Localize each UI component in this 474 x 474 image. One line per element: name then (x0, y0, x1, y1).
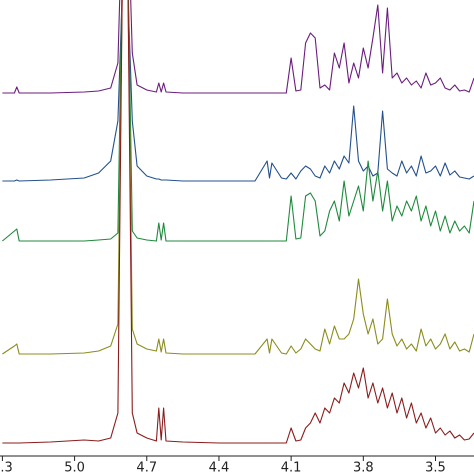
x-tick-label: 5.3 (0, 461, 13, 474)
x-tick-label: 4.1 (281, 461, 302, 474)
x-tick-label: 3.8 (353, 461, 374, 474)
spectrum-trace (2, 0, 474, 355)
x-tick-label: 4.4 (209, 461, 230, 474)
x-tick-label: 5.0 (64, 461, 85, 474)
x-tick-label: 3.5 (425, 461, 446, 474)
x-tick-label: 4.7 (136, 461, 157, 474)
spectrum-trace (2, 0, 474, 182)
spectrum-trace (2, 0, 474, 242)
traces (2, 0, 474, 444)
spectrum-trace (2, 0, 474, 444)
spectrum-trace (2, 0, 474, 94)
